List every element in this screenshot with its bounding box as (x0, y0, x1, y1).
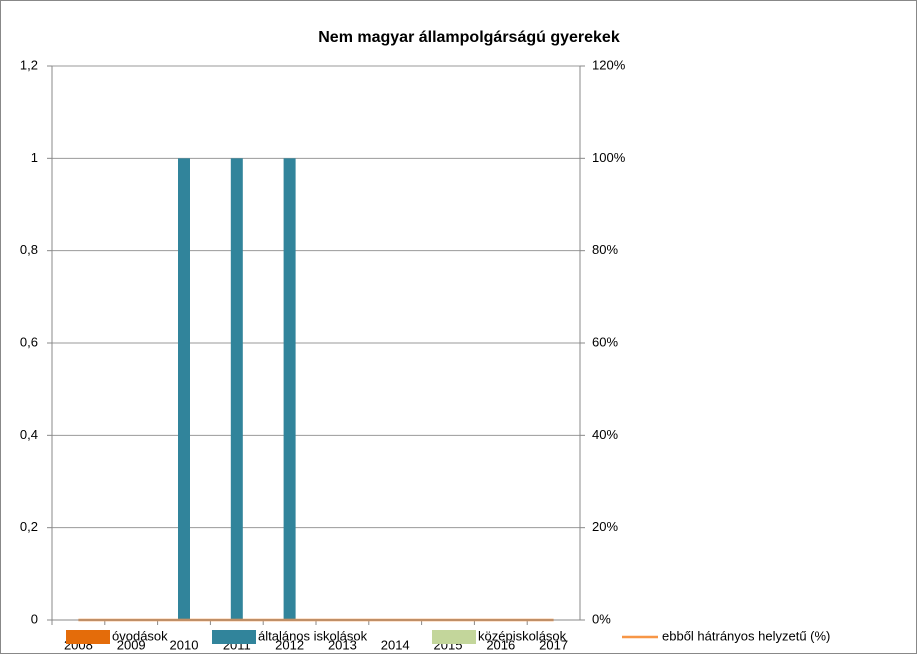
y2-tick-label: 40% (592, 427, 618, 442)
legend-swatch (432, 630, 476, 644)
legend-label: óvodások (112, 628, 168, 643)
legend-label: ebből hátrányos helyzetű (%) (662, 628, 830, 643)
legend-swatch (212, 630, 256, 644)
x-tick-label: 2010 (170, 637, 199, 652)
y-tick-label: 0,4 (20, 427, 38, 442)
y2-tick-label: 0% (592, 611, 611, 626)
legend-label: általános iskolások (258, 628, 368, 643)
y2-tick-label: 120% (592, 57, 626, 72)
y-tick-label: 0 (31, 611, 38, 626)
y-tick-label: 0,2 (20, 519, 38, 534)
y2-tick-label: 60% (592, 334, 618, 349)
legend-label: középiskolások (478, 628, 567, 643)
y2-tick-label: 20% (592, 519, 618, 534)
x-tick-label: 2009 (117, 637, 146, 652)
y-tick-label: 1,2 (20, 57, 38, 72)
x-tick-label: 2017 (539, 637, 568, 652)
y-tick-label: 0,6 (20, 334, 38, 349)
y2-tick-label: 100% (592, 150, 626, 165)
chart-title: Nem magyar állampolgárságú gyerekek (318, 29, 620, 46)
bar (230, 158, 243, 621)
y-tick-label: 0,8 (20, 242, 38, 257)
bar (178, 158, 190, 621)
y-tick-label: 1 (31, 150, 38, 165)
bar (283, 158, 296, 621)
legend-swatch (66, 630, 110, 644)
x-tick-label: 2012 (275, 637, 304, 652)
x-tick-label: 2014 (381, 637, 410, 652)
x-tick-label: 2016 (486, 637, 515, 652)
y2-tick-label: 80% (592, 242, 618, 257)
x-tick-label: 2013 (328, 637, 357, 652)
